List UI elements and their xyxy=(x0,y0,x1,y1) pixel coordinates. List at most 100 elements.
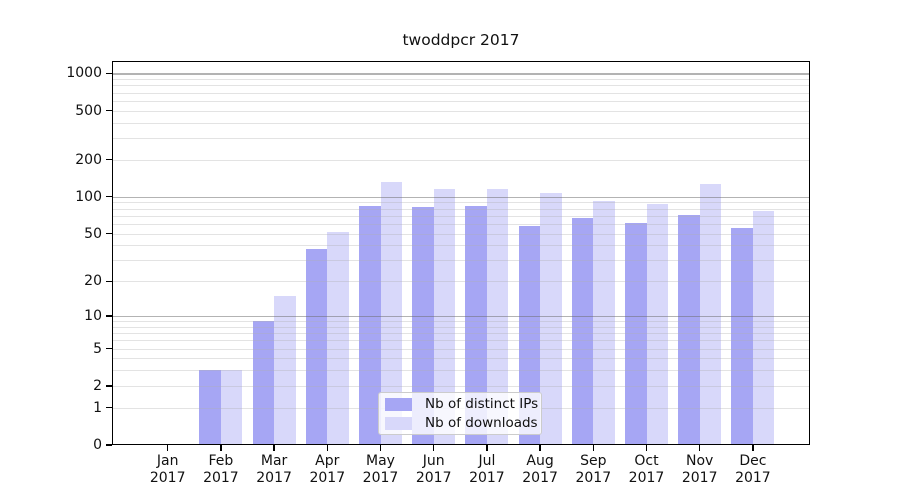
gridline-1000 xyxy=(112,73,810,75)
gridline-7 xyxy=(112,333,810,335)
legend-row-ips: Nb of distinct IPs xyxy=(379,396,541,412)
y-tick-mark xyxy=(106,109,112,112)
y-tick-mark xyxy=(106,280,112,282)
y-tick-mark xyxy=(106,72,112,75)
x-tick-mark xyxy=(220,445,222,451)
gridline-4 xyxy=(112,358,810,360)
legend-swatch-ips-icon xyxy=(385,397,412,411)
bar-downloads-apr xyxy=(327,232,349,445)
y-tick-label-100: 100 xyxy=(75,188,102,205)
gridline-40 xyxy=(112,245,810,247)
bars-layer xyxy=(112,61,810,445)
y-tick-label-0: 0 xyxy=(93,437,102,453)
x-tick-label-dec: Dec 2017 xyxy=(735,453,771,486)
y-tick-label-200: 200 xyxy=(75,151,102,168)
y-tick-label-1: 1 xyxy=(93,399,102,416)
y-tick-label-2: 2 xyxy=(93,377,102,394)
x-tick-label-jun: Jun 2017 xyxy=(415,453,452,486)
gridline-20 xyxy=(112,281,810,283)
bar-downloads-aug xyxy=(540,193,562,445)
gridline-10 xyxy=(112,316,810,318)
gridline-600 xyxy=(112,100,810,102)
gridline-800 xyxy=(112,85,810,87)
y-tick-label-20: 20 xyxy=(84,273,102,290)
y-tick-mark xyxy=(106,407,112,409)
x-tick-label-jan: Jan 2017 xyxy=(149,453,186,486)
grid-layer xyxy=(112,61,810,445)
bar-downloads-mar xyxy=(274,295,296,445)
x-tick-mark xyxy=(752,445,754,451)
gridline-100 xyxy=(112,196,810,199)
y-tick-label-50: 50 xyxy=(84,225,102,242)
bar-ips-sep xyxy=(571,218,594,445)
gridline-50 xyxy=(112,233,810,235)
y-tick-mark xyxy=(106,347,112,350)
x-tick-label-sep: Sep 2017 xyxy=(575,453,612,486)
bar-ips-jun xyxy=(412,207,434,445)
bar-ips-mar xyxy=(252,321,275,445)
y-tick-label-5: 5 xyxy=(93,340,102,357)
x-tick-label-may: May 2017 xyxy=(362,453,399,486)
y-tick-mark xyxy=(106,196,112,198)
bar-ips-apr xyxy=(305,249,328,445)
x-tick-mark xyxy=(273,445,275,451)
x-tick-label-apr: Apr 2017 xyxy=(309,453,346,486)
gridline-9 xyxy=(112,321,810,323)
x-tick-mark xyxy=(433,445,435,451)
x-tick-mark xyxy=(379,445,382,451)
gridline-80 xyxy=(112,208,810,210)
y-tick-label-10: 10 xyxy=(84,308,102,325)
chart-title: twoddpcr 2017 xyxy=(402,31,520,49)
legend-row-downloads: Nb of downloads xyxy=(379,415,541,431)
x-tick-label-nov: Nov 2017 xyxy=(681,453,718,486)
x-tick-mark xyxy=(326,445,328,451)
bar-downloads-oct xyxy=(646,204,668,445)
gridline-200 xyxy=(112,159,810,161)
y-tick-mark xyxy=(106,159,112,161)
gridline-5 xyxy=(112,348,810,350)
y-tick-mark xyxy=(106,232,112,235)
gridline-8 xyxy=(112,326,810,328)
bar-ips-nov xyxy=(678,214,700,445)
bar-ips-dec xyxy=(731,228,753,445)
y-tick-mark xyxy=(106,385,112,387)
bar-ips-aug xyxy=(518,225,541,445)
gridline-30 xyxy=(112,260,810,262)
gridline-700 xyxy=(112,92,810,94)
bar-downloads-feb xyxy=(220,370,243,445)
gridline-90 xyxy=(112,202,810,204)
bar-ips-feb xyxy=(199,370,221,445)
bar-downloads-sep xyxy=(593,201,615,445)
chart-legend: Nb of distinct IPs Nb of downloads xyxy=(378,392,542,435)
bar-ips-jul xyxy=(465,206,487,445)
gridline-6 xyxy=(112,340,810,342)
x-tick-mark xyxy=(592,445,594,451)
gridline-300 xyxy=(112,138,810,140)
bar-ips-oct xyxy=(625,223,647,445)
gridline-70 xyxy=(112,215,810,217)
x-tick-mark xyxy=(539,445,541,451)
x-tick-label-aug: Aug 2017 xyxy=(522,453,558,486)
bar-downloads-may xyxy=(380,181,402,445)
x-tick-mark xyxy=(699,445,701,451)
y-tick-label-500: 500 xyxy=(75,102,102,119)
x-tick-label-jul: Jul 2017 xyxy=(469,453,505,486)
gridline-400 xyxy=(112,122,810,124)
gridline-2 xyxy=(112,385,810,387)
legend-swatch-downloads-icon xyxy=(385,416,412,430)
plot-area: Nb of distinct IPs Nb of downloads xyxy=(112,61,810,445)
y-tick-mark xyxy=(106,315,112,317)
x-tick-label-feb: Feb 2017 xyxy=(203,453,239,486)
gridline-3 xyxy=(112,370,810,372)
bar-ips-may xyxy=(359,206,381,445)
bar-downloads-nov xyxy=(699,184,722,445)
x-tick-mark xyxy=(486,445,488,451)
gridline-900 xyxy=(112,79,810,81)
x-tick-mark xyxy=(167,445,169,451)
legend-label-ips: Nb of distinct IPs xyxy=(425,396,539,412)
x-tick-mark xyxy=(645,445,648,451)
bar-downloads-dec xyxy=(752,211,775,445)
x-tick-label-mar: Mar 2017 xyxy=(256,453,292,486)
x-tick-label-oct: Oct 2017 xyxy=(628,453,665,486)
y-tick-label-1000: 1000 xyxy=(66,65,102,82)
